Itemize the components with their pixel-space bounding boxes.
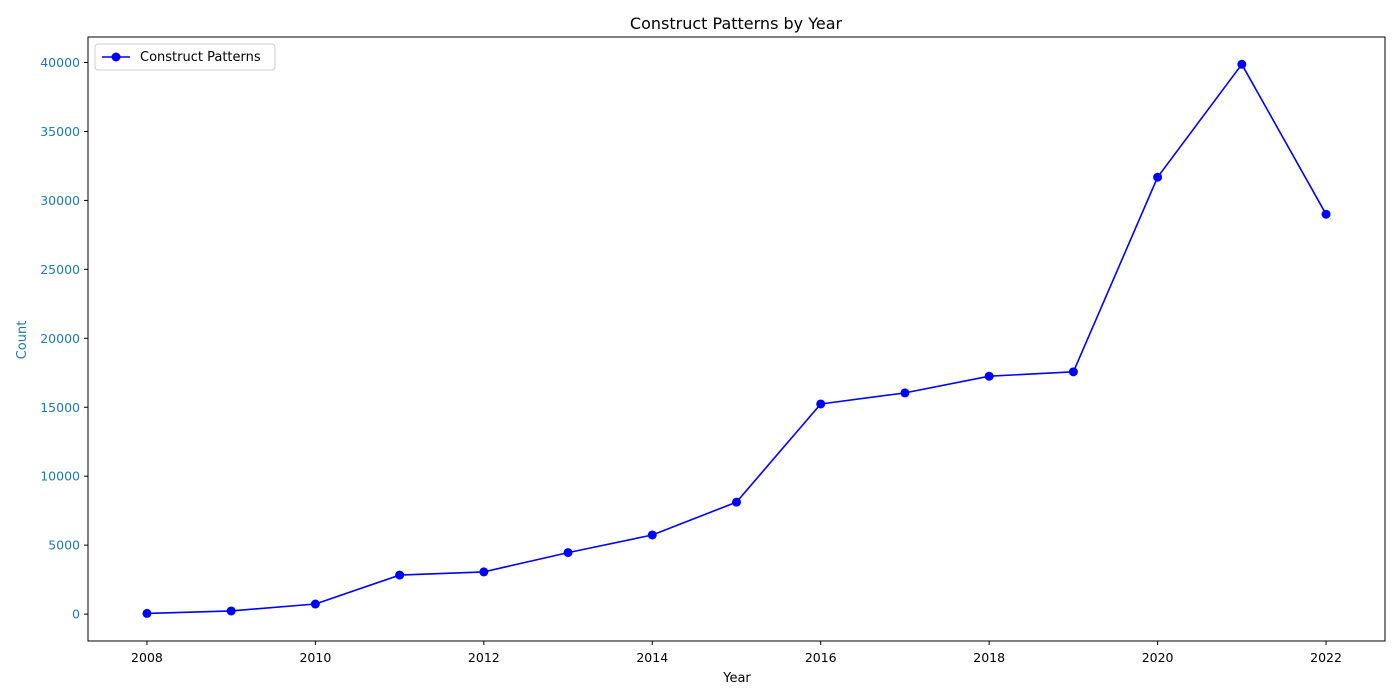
- data-point: [226, 606, 236, 616]
- data-point: [732, 497, 741, 507]
- y-tick-label: 40000: [40, 55, 80, 70]
- data-point: [1068, 367, 1078, 377]
- x-tick-label: 2020: [1142, 650, 1174, 665]
- data-point: [1153, 172, 1163, 182]
- x-tick-label: 2012: [468, 650, 500, 665]
- y-axis-ticks: 0 5000 10000 15000 20000 25000 30000 35000 40000: [40, 55, 88, 622]
- data-point: [1237, 59, 1247, 69]
- data-point: [395, 570, 405, 580]
- plot-area: [142, 59, 1331, 618]
- data-point: [563, 548, 573, 558]
- x-tick-label: 2018: [973, 650, 1005, 665]
- x-tick-label: 2016: [805, 650, 837, 665]
- x-tick-label: 2014: [636, 650, 668, 665]
- data-point: [142, 608, 152, 618]
- data-point: [816, 399, 826, 409]
- y-tick-label: 0: [72, 607, 80, 622]
- x-tick-label: 2022: [1310, 650, 1342, 665]
- x-axis-ticks: 2008 2010 2012 2014 2016 2018 2020 2022: [131, 641, 1342, 665]
- legend-marker: [111, 52, 121, 62]
- plot-frame: [87, 36, 1386, 642]
- y-tick-label: 30000: [40, 193, 80, 208]
- legend-label: Construct Patterns: [140, 50, 261, 65]
- data-point: [984, 371, 994, 381]
- y-axis-label: Count: [15, 321, 30, 360]
- chart-title: Construct Patterns by Year: [630, 14, 843, 33]
- y-tick-label: 5000: [48, 538, 80, 553]
- x-axis-label: Year: [722, 671, 751, 686]
- y-tick-label: 25000: [40, 262, 80, 277]
- data-point: [647, 530, 657, 540]
- x-tick-label: 2008: [131, 650, 163, 665]
- series-line: [146, 63, 1327, 615]
- x-tick-label: 2010: [299, 650, 331, 665]
- legend-box: [94, 43, 276, 71]
- data-point: [479, 567, 489, 577]
- data-point: [1321, 209, 1331, 219]
- data-point: [900, 388, 910, 398]
- y-tick-label: 35000: [40, 124, 80, 139]
- y-tick-label: 10000: [40, 469, 80, 484]
- y-tick-label: 20000: [40, 331, 80, 346]
- legend: Construct Patterns: [94, 43, 276, 71]
- y-tick-label: 15000: [40, 400, 80, 415]
- data-point: [310, 599, 320, 609]
